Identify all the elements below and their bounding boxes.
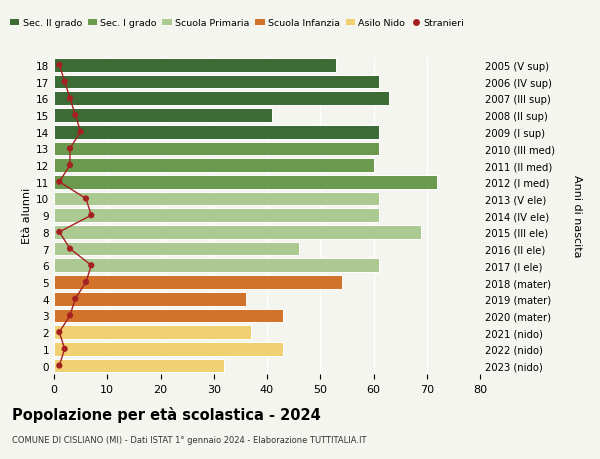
Bar xyxy=(54,126,379,139)
Point xyxy=(81,279,91,286)
Bar xyxy=(54,159,373,173)
Bar xyxy=(54,275,341,289)
Point xyxy=(65,95,75,103)
Point xyxy=(55,179,64,186)
Bar xyxy=(54,59,336,73)
Point xyxy=(71,112,80,119)
Bar xyxy=(54,292,246,306)
Point xyxy=(65,146,75,153)
Point xyxy=(71,296,80,303)
Bar xyxy=(54,342,283,356)
Y-axis label: Età alunni: Età alunni xyxy=(22,188,32,244)
Point xyxy=(55,329,64,336)
Point xyxy=(55,229,64,236)
Point xyxy=(76,129,85,136)
Point xyxy=(65,312,75,319)
Bar xyxy=(54,259,379,273)
Bar xyxy=(54,359,224,373)
Point xyxy=(86,212,96,219)
Bar xyxy=(54,142,379,156)
Point xyxy=(60,78,70,86)
Point xyxy=(86,262,96,269)
Point xyxy=(81,196,91,203)
Bar xyxy=(54,109,272,123)
Legend: Sec. II grado, Sec. I grado, Scuola Primaria, Scuola Infanzia, Asilo Nido, Stran: Sec. II grado, Sec. I grado, Scuola Prim… xyxy=(10,19,464,28)
Point xyxy=(55,62,64,69)
Point xyxy=(60,346,70,353)
Point xyxy=(65,246,75,253)
Bar xyxy=(54,242,299,256)
Text: Popolazione per età scolastica - 2024: Popolazione per età scolastica - 2024 xyxy=(12,406,321,422)
Bar xyxy=(54,309,283,323)
Bar xyxy=(54,92,389,106)
Bar xyxy=(54,209,379,223)
Bar xyxy=(54,325,251,339)
Bar xyxy=(54,175,437,189)
Bar xyxy=(54,225,421,239)
Y-axis label: Anni di nascita: Anni di nascita xyxy=(572,174,581,257)
Text: COMUNE DI CISLIANO (MI) - Dati ISTAT 1° gennaio 2024 - Elaborazione TUTTITALIA.I: COMUNE DI CISLIANO (MI) - Dati ISTAT 1° … xyxy=(12,435,367,444)
Bar xyxy=(54,192,379,206)
Bar xyxy=(54,76,379,89)
Point xyxy=(65,162,75,169)
Point xyxy=(55,362,64,369)
